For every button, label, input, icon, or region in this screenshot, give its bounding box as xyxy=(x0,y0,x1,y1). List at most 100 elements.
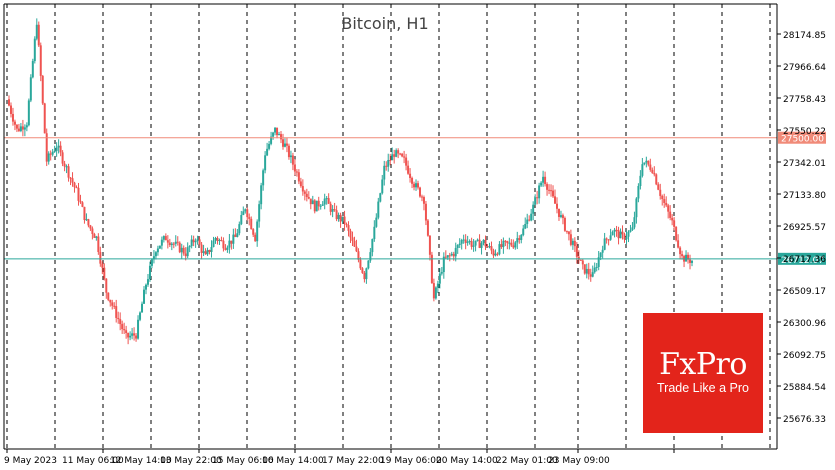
candle-25 xyxy=(57,139,60,154)
candle-111 xyxy=(228,234,231,254)
candle-276 xyxy=(555,197,558,214)
candle-106 xyxy=(218,238,221,245)
x-tick-label-6: 17 May 22:00 xyxy=(322,456,384,466)
candle-223 xyxy=(450,251,453,257)
candle-206 xyxy=(417,180,420,190)
candle-235 xyxy=(474,240,477,252)
candle-14 xyxy=(35,18,38,41)
candle-82 xyxy=(170,242,173,251)
candle-60 xyxy=(127,332,130,345)
candle-20 xyxy=(47,151,50,165)
candle-112 xyxy=(230,240,233,250)
candle-102 xyxy=(210,240,213,258)
candle-229 xyxy=(462,234,465,244)
candle-118 xyxy=(242,206,245,216)
candle-36 xyxy=(79,194,82,204)
candle-329 xyxy=(661,194,664,206)
candle-261 xyxy=(526,213,529,229)
candle-124 xyxy=(254,232,257,242)
candle-245 xyxy=(494,249,497,257)
y-tick-label-4: 27342.01 xyxy=(783,159,826,169)
candle-97 xyxy=(200,241,203,260)
candle-31 xyxy=(69,176,72,186)
candle-0 xyxy=(7,95,10,107)
candle-92 xyxy=(190,235,193,249)
candle-214 xyxy=(432,278,435,302)
x-tick-label-7: 19 May 06:00 xyxy=(380,456,442,466)
candle-116 xyxy=(238,221,241,236)
candle-138 xyxy=(281,133,284,150)
candle-322 xyxy=(647,160,650,167)
candle-78 xyxy=(162,235,165,243)
candle-132 xyxy=(270,131,273,146)
candle-129 xyxy=(264,151,267,174)
candle-296 xyxy=(595,262,598,272)
candle-290 xyxy=(583,264,586,275)
candle-9 xyxy=(25,122,28,132)
candle-158 xyxy=(321,201,324,206)
candle-181 xyxy=(367,260,370,270)
candle-42 xyxy=(91,226,94,240)
level-tag-0 xyxy=(778,131,826,144)
level-tag-1 xyxy=(778,252,826,265)
candle-54 xyxy=(115,299,118,323)
candle-283 xyxy=(569,229,572,247)
y-tick-label-10: 26092.75 xyxy=(783,351,826,361)
candle-64 xyxy=(135,333,138,342)
price-levels: 27500.00 26712.07 xyxy=(4,131,826,266)
candle-187 xyxy=(379,192,382,203)
candle-335 xyxy=(673,217,676,231)
candle-305 xyxy=(613,227,616,238)
candle-72 xyxy=(150,258,153,269)
candle-243 xyxy=(490,241,493,255)
candle-219 xyxy=(442,252,445,279)
candle-238 xyxy=(480,241,483,255)
candle-71 xyxy=(148,261,151,282)
candle-234 xyxy=(472,239,475,252)
candle-215 xyxy=(434,286,437,300)
candle-100 xyxy=(206,247,209,256)
candle-244 xyxy=(492,248,495,259)
candle-264 xyxy=(532,201,535,221)
candle-228 xyxy=(460,238,463,250)
y-tick-label-7: 26717.36 xyxy=(783,255,826,265)
candle-90 xyxy=(186,242,189,259)
candle-199 xyxy=(403,150,406,164)
candle-141 xyxy=(287,143,290,160)
y-tick-label-1: 27966.64 xyxy=(783,63,826,73)
x-tick-label-5: 16 May 14:00 xyxy=(262,456,324,466)
candle-326 xyxy=(655,173,658,186)
candle-334 xyxy=(671,214,674,226)
candle-331 xyxy=(665,196,668,208)
candle-342 xyxy=(687,252,690,264)
candle-67 xyxy=(141,301,144,313)
candle-216 xyxy=(436,280,439,294)
candle-180 xyxy=(365,267,368,284)
candle-39 xyxy=(85,213,88,221)
candle-185 xyxy=(375,213,378,228)
candle-10 xyxy=(27,98,30,127)
candle-121 xyxy=(248,213,251,226)
candle-135 xyxy=(276,127,279,139)
candle-304 xyxy=(611,230,614,236)
candle-139 xyxy=(283,138,286,148)
candle-209 xyxy=(422,195,425,211)
candle-225 xyxy=(454,242,457,262)
candle-166 xyxy=(337,212,340,222)
candle-224 xyxy=(452,251,455,261)
candle-134 xyxy=(274,127,277,136)
candle-79 xyxy=(164,233,167,241)
candle-327 xyxy=(657,182,660,191)
candle-240 xyxy=(484,235,487,251)
candle-265 xyxy=(534,194,537,206)
candle-98 xyxy=(202,244,205,257)
candle-275 xyxy=(554,189,557,204)
y-tick-label-9: 26300.96 xyxy=(783,319,826,329)
candle-299 xyxy=(601,245,604,259)
candle-273 xyxy=(550,184,553,197)
candle-46 xyxy=(99,246,102,267)
candle-30 xyxy=(67,163,70,182)
candle-120 xyxy=(246,207,249,221)
candle-310 xyxy=(623,232,626,243)
candle-99 xyxy=(204,248,207,255)
